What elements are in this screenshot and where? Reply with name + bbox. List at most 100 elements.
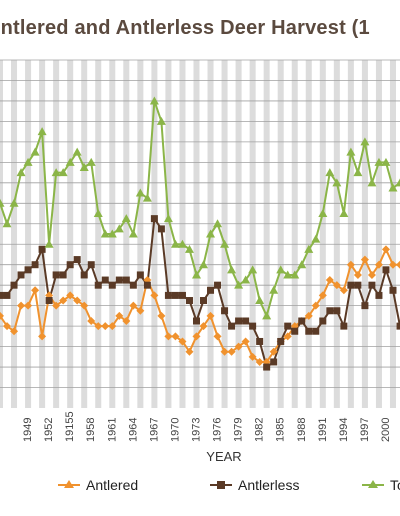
point-antlered — [353, 270, 362, 279]
point-total — [297, 260, 307, 269]
point-antlerless — [164, 291, 172, 299]
point-antlered — [115, 311, 124, 320]
point-antlerless — [214, 281, 222, 289]
point-antlered — [0, 311, 4, 320]
point-antlerless — [150, 215, 158, 223]
point-total — [79, 162, 89, 171]
point-antlered — [108, 322, 117, 331]
point-antlerless — [45, 297, 53, 305]
point-total — [367, 178, 377, 187]
x-tick-labels: 1949 1952 19155 1958 1961 1964 1967 1970 1973 197… — [22, 411, 392, 442]
series-line-antlerless — [0, 217, 400, 369]
point-antlered — [199, 322, 208, 331]
point-total — [156, 116, 166, 125]
point-total — [388, 183, 398, 192]
point-antlerless — [122, 276, 130, 284]
point-total — [184, 244, 194, 253]
point-antlered — [283, 332, 292, 341]
grid-band — [375, 60, 382, 408]
point-antlerless — [87, 261, 95, 269]
grid-band — [277, 60, 284, 408]
point-antlerless — [361, 302, 369, 310]
point-total — [51, 168, 61, 177]
series-line-antlered — [0, 248, 400, 363]
point-antlered — [367, 270, 376, 279]
point-antlered — [346, 260, 355, 269]
grid-band — [249, 60, 256, 408]
point-antlerless — [0, 291, 4, 299]
point-antlerless — [94, 281, 102, 289]
point-antlerless — [157, 225, 165, 233]
point-antlerless — [59, 271, 67, 279]
x-tick-label: 1970 — [169, 418, 181, 442]
point-total — [241, 275, 251, 284]
point-antlered — [185, 347, 194, 356]
point-antlerless — [375, 291, 383, 299]
point-total — [332, 178, 342, 187]
point-antlerless — [178, 291, 186, 299]
point-antlerless — [389, 286, 397, 294]
point-total — [121, 214, 131, 223]
point-antlerless — [347, 281, 355, 289]
point-antlerless — [305, 327, 313, 335]
point-antlerless — [207, 286, 215, 294]
point-antlerless — [136, 271, 144, 279]
point-total — [276, 265, 286, 274]
point-antlered — [31, 286, 40, 295]
point-total — [37, 127, 47, 136]
point-antlered — [66, 291, 75, 300]
point-total — [325, 168, 335, 177]
point-antlered — [318, 291, 327, 300]
x-tick-label: 1991 — [317, 418, 329, 442]
point-total — [374, 157, 384, 166]
point-antlerless — [312, 327, 320, 335]
point-total — [149, 96, 159, 105]
x-tick-label: 1997 — [359, 418, 371, 442]
point-antlered — [339, 286, 348, 295]
point-total — [107, 229, 117, 238]
point-antlered — [94, 322, 103, 331]
point-antlerless — [298, 317, 306, 325]
point-antlered — [269, 347, 278, 356]
point-antlerless — [52, 271, 60, 279]
grid-band — [291, 60, 298, 408]
point-antlerless — [200, 297, 208, 305]
point-antlered — [38, 332, 47, 341]
point-antlerless — [249, 322, 257, 330]
point-antlerless — [235, 317, 243, 325]
grid-band — [361, 60, 368, 408]
grid-band — [123, 60, 130, 408]
point-antlered — [206, 311, 215, 320]
grid-band — [333, 60, 340, 408]
point-antlerless — [263, 363, 271, 371]
point-antlerless — [291, 327, 299, 335]
point-total — [346, 147, 356, 156]
point-antlerless — [143, 281, 151, 289]
point-antlered — [255, 357, 264, 366]
point-total — [135, 188, 145, 197]
point-total — [353, 168, 363, 177]
point-antlerless — [80, 271, 88, 279]
point-antlerless — [354, 281, 362, 289]
point-antlerless — [10, 281, 18, 289]
legend-marker-antlered — [64, 480, 74, 488]
point-antlered — [304, 311, 313, 320]
legend: Antlered Antlerless To — [58, 477, 400, 493]
point-antlered — [73, 296, 82, 305]
point-total — [262, 311, 272, 320]
point-antlered — [381, 245, 390, 254]
point-antlerless — [108, 281, 116, 289]
horizontal-gridlines — [0, 59, 400, 388]
point-antlerless — [277, 337, 285, 345]
gridline-bands — [0, 60, 396, 408]
grid-band — [39, 60, 46, 408]
point-antlered — [164, 332, 173, 341]
point-antlerless — [17, 271, 25, 279]
point-antlered — [213, 332, 222, 341]
point-antlered — [24, 301, 33, 310]
point-antlered — [311, 301, 320, 310]
point-antlered — [80, 301, 89, 310]
legend-label-antlerless: Antlerless — [238, 477, 299, 493]
point-antlerless — [382, 266, 390, 274]
